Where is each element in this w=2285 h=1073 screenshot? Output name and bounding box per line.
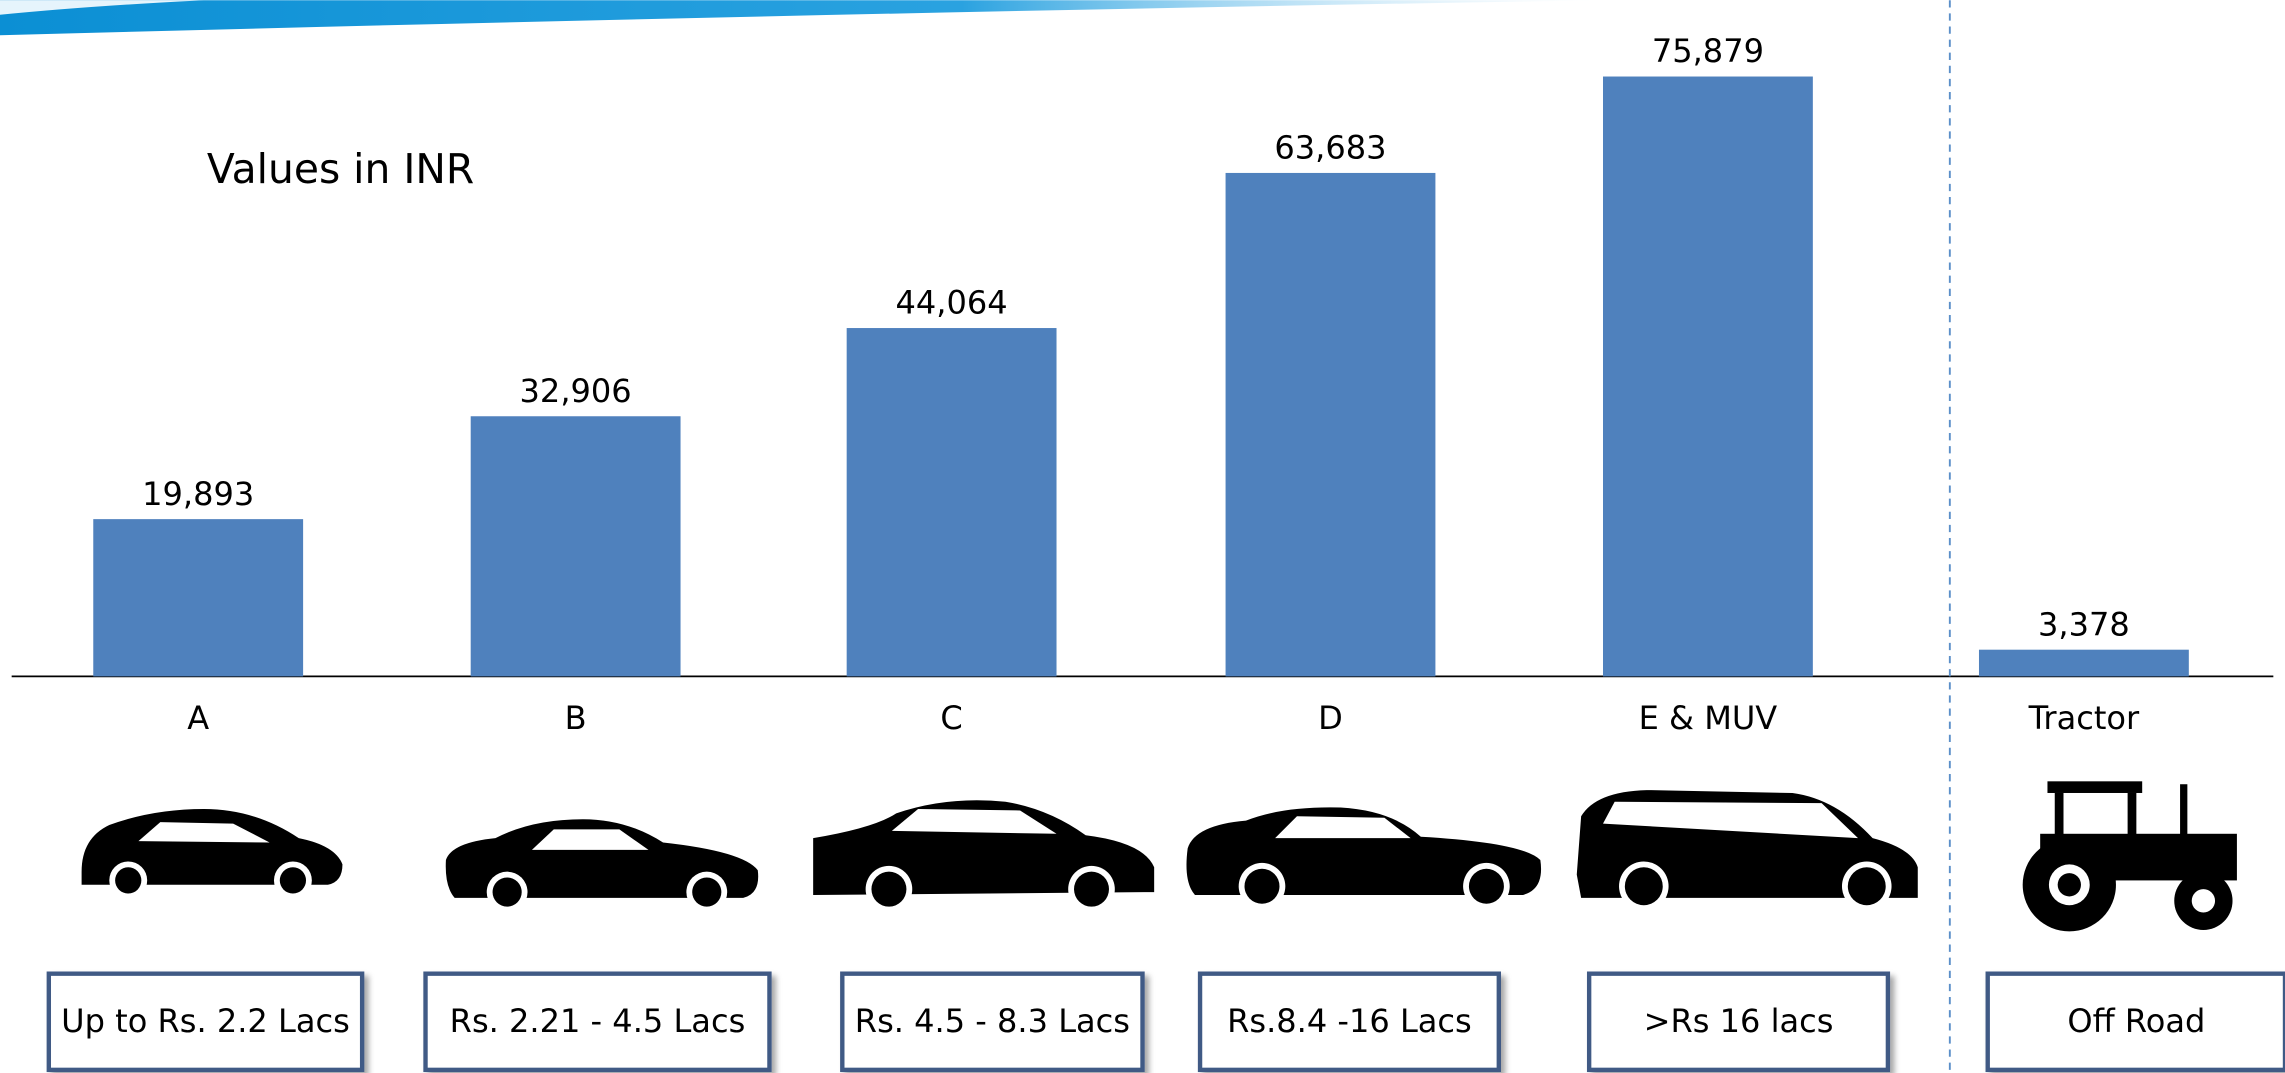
icon-tractor xyxy=(2022,781,2237,932)
price-range: >Rs 16 lacs xyxy=(1644,1002,1834,1040)
value-label: 63,683 xyxy=(1274,129,1386,167)
x-tick-label: B xyxy=(565,699,587,737)
x-tick-label: A xyxy=(187,699,209,737)
value-label: 32,906 xyxy=(520,372,632,410)
icon-muv xyxy=(1576,790,1918,912)
price-box xyxy=(423,971,772,1073)
value-label: 19,893 xyxy=(142,475,254,513)
bar xyxy=(846,328,1057,677)
x-tick-label: Tractor xyxy=(2028,699,2140,737)
price-box xyxy=(1985,971,2285,1073)
price-box xyxy=(1586,971,1891,1073)
x-tick-label: D xyxy=(1318,699,1343,737)
icon-sedan-small xyxy=(445,819,759,913)
bar xyxy=(1602,76,1813,677)
value-label: 75,879 xyxy=(1652,32,1764,70)
bar xyxy=(470,416,681,677)
x-tick-label: E & MUV xyxy=(1639,699,1778,737)
value-label: 44,064 xyxy=(896,284,1008,322)
bar xyxy=(1978,649,2189,677)
header-highlight xyxy=(0,0,205,15)
icon-sedan-mid xyxy=(813,800,1155,913)
price-box xyxy=(840,971,1145,1073)
subtitle: Values in INR xyxy=(207,145,474,193)
value-label: 3,378 xyxy=(2038,605,2130,643)
price-range: Rs. 4.5 - 8.3 Lacs xyxy=(855,1002,1130,1040)
price-range: Rs. 2.21 - 4.5 Lacs xyxy=(450,1002,746,1040)
icon-sedan-large xyxy=(1186,807,1542,910)
price-range: Up to Rs. 2.2 Lacs xyxy=(61,1002,350,1040)
header-band xyxy=(0,0,1603,36)
price-box xyxy=(1197,971,1501,1073)
price-box xyxy=(46,971,365,1073)
bar xyxy=(1225,172,1436,677)
icon-hatchback xyxy=(81,809,343,900)
price-range: Rs.8.4 -16 Lacs xyxy=(1227,1002,1472,1040)
bar xyxy=(93,519,304,677)
price-range: Off Road xyxy=(2067,1002,2205,1040)
x-tick-label: C xyxy=(940,699,962,737)
